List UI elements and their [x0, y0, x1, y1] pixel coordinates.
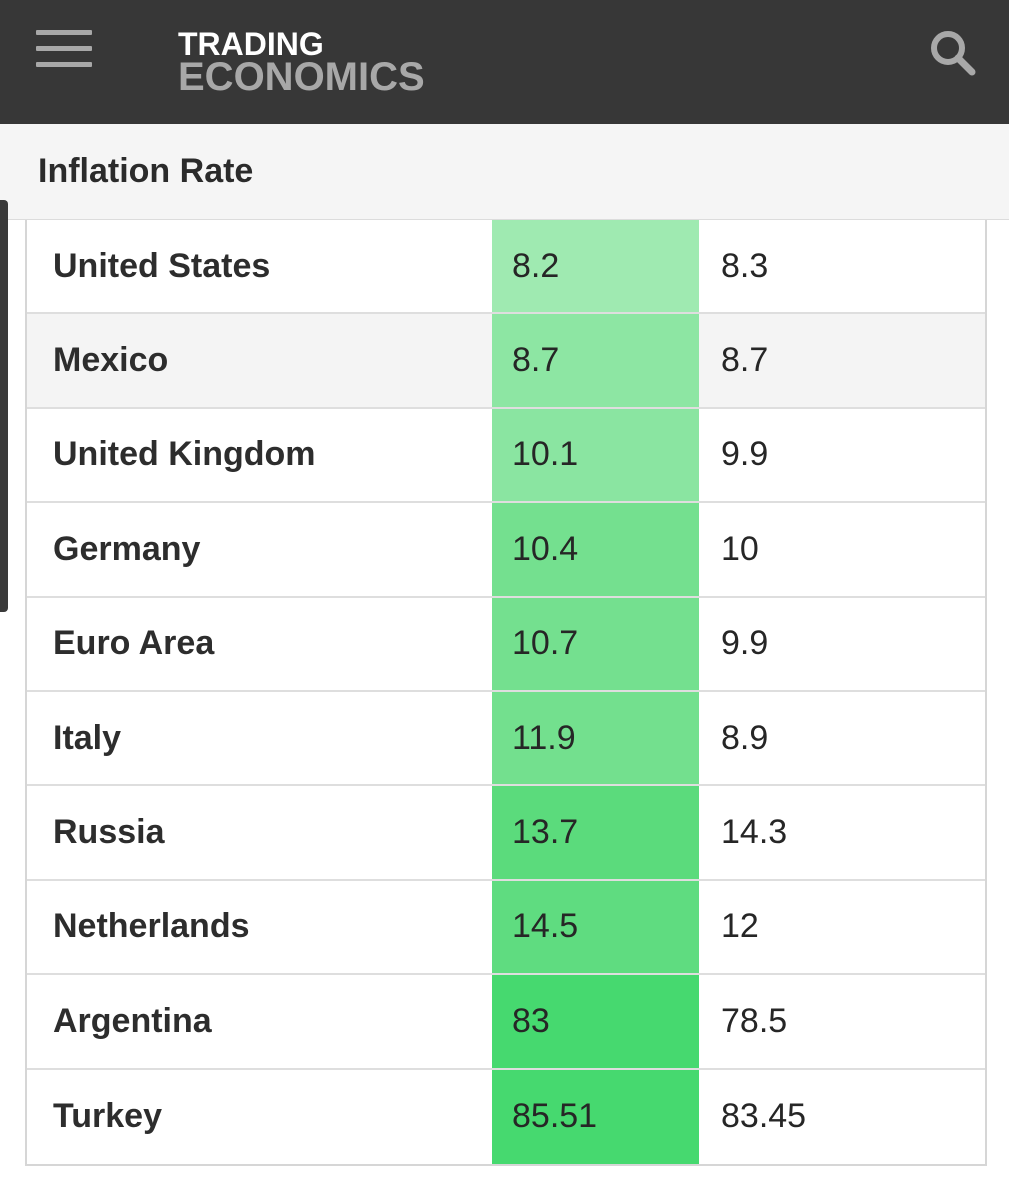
previous-value-cell: 8.7: [721, 341, 769, 380]
search-icon[interactable]: [928, 28, 978, 78]
last-value-cell: 10.4: [492, 503, 699, 596]
logo-line-trading: TRADING: [178, 26, 324, 62]
previous-value-cell: 14.3: [721, 813, 788, 852]
previous-value-cell: 9.9: [721, 435, 769, 474]
logo-line-economics: ECONOMICS: [178, 55, 425, 99]
page-title: Inflation Rate: [38, 152, 254, 190]
last-value-cell: 13.7: [492, 786, 699, 879]
previous-value-cell: 83.45: [721, 1097, 807, 1136]
last-value-cell: 10.7: [492, 597, 699, 690]
table-row[interactable]: Netherlands 14.5 12: [27, 880, 985, 976]
menu-bar-line: [36, 62, 92, 67]
country-name-cell[interactable]: Mexico: [53, 341, 169, 380]
last-value-cell: 14.5: [492, 880, 699, 974]
previous-value-cell: 78.5: [721, 1001, 788, 1040]
previous-value-cell: 9.9: [721, 624, 769, 663]
country-name-cell[interactable]: Russia: [53, 813, 165, 852]
table-row[interactable]: Germany 10.4 10: [27, 503, 985, 598]
country-name-cell[interactable]: Germany: [53, 529, 201, 568]
table-row[interactable]: Russia 13.7 14.3: [27, 786, 985, 881]
table-row[interactable]: Euro Area 10.7 9.9: [27, 597, 985, 692]
previous-value-cell: 8.9: [721, 718, 769, 757]
country-name-cell[interactable]: Italy: [53, 718, 122, 757]
table-row[interactable]: United Kingdom 10.1 9.9: [27, 408, 985, 504]
last-value-cell: 8.7: [492, 314, 699, 407]
table-row[interactable]: Argentina 83 78.5: [27, 975, 985, 1070]
country-name-cell[interactable]: United States: [53, 246, 271, 285]
menu-bar-line: [36, 46, 92, 51]
last-value-cell: 10.1: [492, 408, 699, 502]
country-name-cell[interactable]: Euro Area: [53, 624, 215, 663]
previous-value-cell: 10: [721, 529, 759, 568]
last-value-cell: 85.51: [492, 1069, 699, 1164]
country-name-cell[interactable]: Argentina: [53, 1001, 212, 1040]
table-row[interactable]: Mexico 8.7 8.7: [27, 314, 985, 409]
country-name-cell[interactable]: Netherlands: [53, 907, 250, 946]
scroll-handle[interactable]: [0, 200, 8, 612]
top-navigation-bar: TRADING ECONOMICS: [0, 0, 1009, 124]
country-name-cell[interactable]: Turkey: [53, 1097, 162, 1136]
previous-value-cell: 12: [721, 907, 759, 946]
table-row[interactable]: Italy 11.9 8.9: [27, 691, 985, 787]
hamburger-menu-icon[interactable]: [36, 30, 92, 70]
country-name-cell[interactable]: United Kingdom: [53, 435, 316, 474]
last-value-cell: 8.2: [492, 220, 699, 313]
previous-value-cell: 8.3: [721, 246, 769, 285]
inflation-table: United States 8.2 8.3 Mexico 8.7 8.7 United Ki…: [25, 220, 987, 1166]
last-value-cell: 11.9: [492, 691, 699, 785]
last-value-cell: 83: [492, 975, 699, 1068]
table-row[interactable]: United States 8.2 8.3: [27, 220, 985, 315]
menu-bar-line: [36, 30, 92, 35]
page-subheader: Inflation Rate: [0, 124, 1009, 220]
table-row[interactable]: Turkey 85.51 83.45: [27, 1069, 985, 1164]
trading-economics-logo[interactable]: TRADING ECONOMICS: [178, 28, 425, 97]
